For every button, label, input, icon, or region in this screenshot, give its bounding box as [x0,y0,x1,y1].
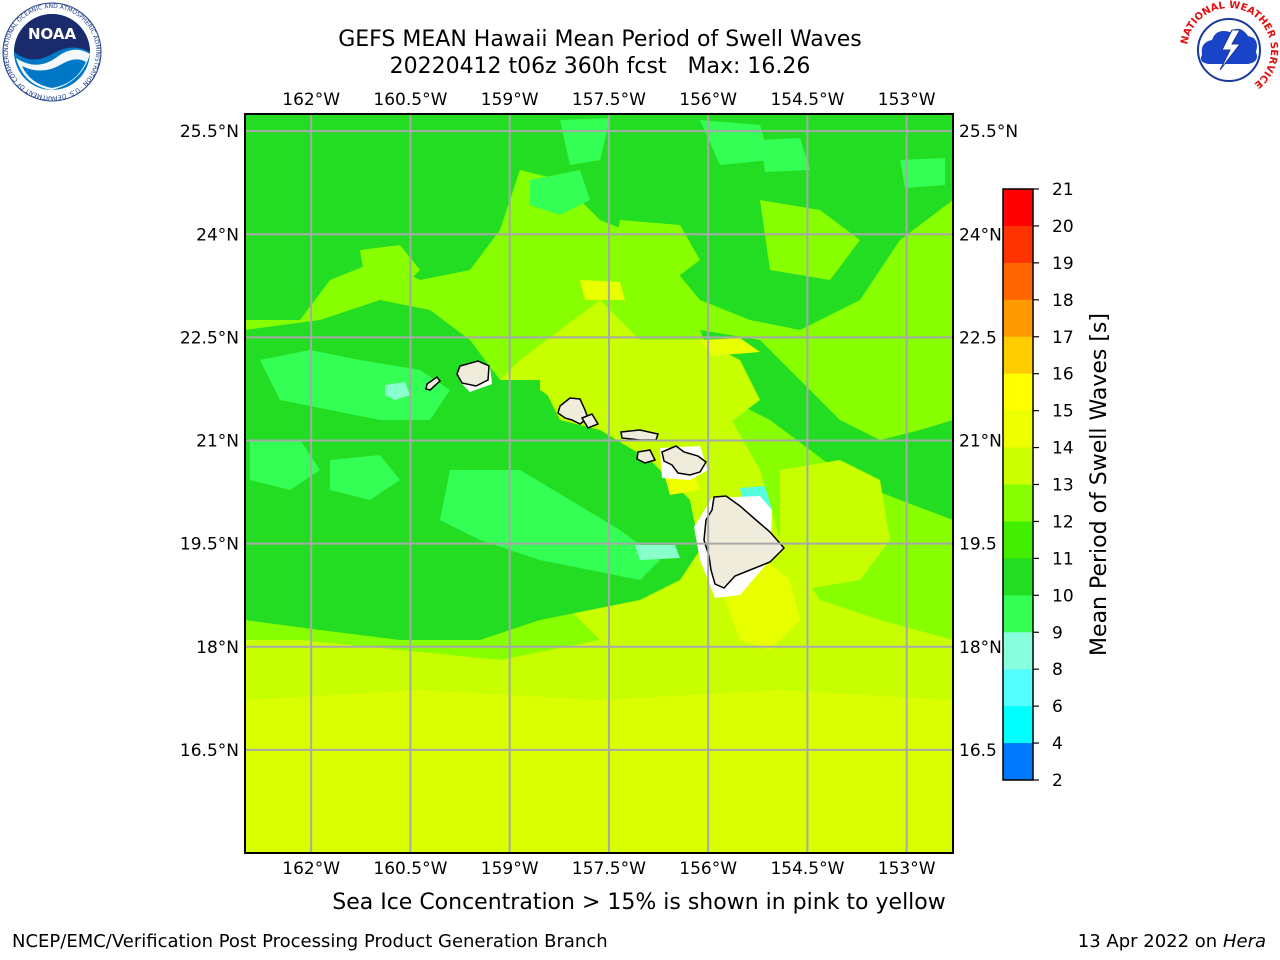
axis-tick-labels: 162°W 162°W 160.5°W 160.5°W 159°W 159°W 157.5°… [180,90,1018,879]
colorbar-segment [1003,521,1033,559]
lon-tick-top: 157.5°W [572,90,646,110]
colorbar-segment [1003,558,1033,596]
lat-tick-right: 19.5 [959,535,997,555]
colorbar-tick-label: 2 [1052,771,1063,791]
lon-tick-bottom: 162°W [282,859,340,879]
lat-tick-right: 25.5°N [959,122,1018,142]
colorbar-tick-label: 8 [1052,660,1063,680]
colorbar-tick-label: 20 [1052,217,1074,237]
nws-logo: NATIONAL WEATHER SERVICE [1179,0,1279,99]
lat-tick-left: 19.5°N [180,535,239,555]
colorbar-label: Mean Period of Swell Waves [s] [1087,313,1112,656]
island-maui [661,445,707,476]
lon-tick-bottom: 153°W [878,859,936,879]
colorbar-segment [1003,706,1033,744]
footer-date: 13 Apr 2022 on Hera [1078,931,1266,952]
lat-tick-left: 16.5°N [180,741,239,761]
lat-tick-right: 18°N [959,638,1002,658]
colorbar-tick-label: 19 [1052,254,1074,274]
colorbar-tick-label: 14 [1052,439,1074,459]
colorbar-tick-label: 16 [1052,365,1074,385]
colorbar-tick-label: 11 [1052,549,1074,569]
island-hawaii [703,495,786,589]
lon-tick-top: 159°W [481,90,539,110]
colorbar-tick-label: 18 [1052,291,1074,311]
colorbar-segment [1003,189,1033,227]
colorbar-segment [1003,484,1033,522]
island-molokai [620,429,659,464]
lat-tick-right: 21°N [959,432,1002,452]
island-kauai [425,360,490,391]
colorbar: 21 20 19 18 17 16 15 14 13 12 11 10 9 8 6 4 2 Mean Period… [1002,180,1112,791]
colorbar-segment [1003,336,1033,375]
lat-tick-left: 22.5°N [180,328,239,348]
sea-ice-note: Sea Ice Concentration > 15% is shown in … [0,890,1280,915]
colorbar-tick-label: 15 [1052,402,1074,422]
lon-tick-bottom: 154.5°W [770,859,844,879]
lon-tick-bottom: 156°W [679,859,737,879]
lat-tick-right: 24°N [959,225,1002,245]
lat-tick-left: 25.5°N [180,122,239,142]
colorbar-segment [1003,262,1033,301]
lon-tick-top: 162°W [282,90,340,110]
chart-subtitle: 20220412 t06z 360h fcst Max: 16.26 [389,54,811,79]
island-oahu [557,397,600,429]
lat-tick-left: 24°N [196,225,239,245]
lon-tick-top: 154.5°W [770,90,844,110]
lat-tick-left: 18°N [196,638,239,658]
noaa-logo-text: NOAA [28,25,77,43]
colorbar-tick-label: 10 [1052,586,1074,606]
map-grid [245,114,953,853]
colorbar-segment [1003,669,1033,707]
swell-period-field [245,114,953,853]
colorbar-tick-label: 9 [1052,623,1063,643]
lon-tick-top: 160.5°W [373,90,447,110]
colorbar-segment [1003,299,1033,338]
chart-title: GEFS MEAN Hawaii Mean Period of Swell Wa… [338,27,862,52]
colorbar-tick-label: 17 [1052,328,1074,348]
lon-tick-bottom: 159°W [481,859,539,879]
colorbar-tick-label: 4 [1052,734,1063,754]
lon-tick-top: 153°W [878,90,936,110]
lat-tick-right: 16.5 [959,741,997,761]
colorbar-tick-label: 13 [1052,476,1074,496]
colorbar-tick-label: 21 [1052,180,1074,200]
colorbar-segment [1003,373,1033,412]
colorbar-segment [1003,595,1033,633]
lon-tick-top: 156°W [679,90,737,110]
lon-tick-bottom: 160.5°W [373,859,447,879]
lat-tick-left: 21°N [196,432,239,452]
colorbar-segment [1003,225,1033,264]
colorbar-segment [1003,410,1033,449]
sea-ice-note-text: Sea Ice Concentration > 15% is shown in … [332,890,946,915]
lat-tick-right: 22.5 [959,328,997,348]
footer-credit: NCEP/EMC/Verification Post Processing Pr… [12,931,608,952]
colorbar-tick-label: 6 [1052,697,1063,717]
noaa-logo: NATIONAL OCEANIC AND ATMOSPHERIC ADMINIS… [2,2,102,102]
colorbar-segment [1003,447,1033,485]
footer-date-text: 13 Apr 2022 on [1077,931,1223,952]
colorbar-segment [1003,632,1033,670]
map-frame [244,113,954,854]
footer-machine: Hera [1222,931,1266,952]
colorbar-segment [1003,743,1033,781]
lon-tick-bottom: 157.5°W [572,859,646,879]
colorbar-tick-label: 12 [1052,512,1074,532]
